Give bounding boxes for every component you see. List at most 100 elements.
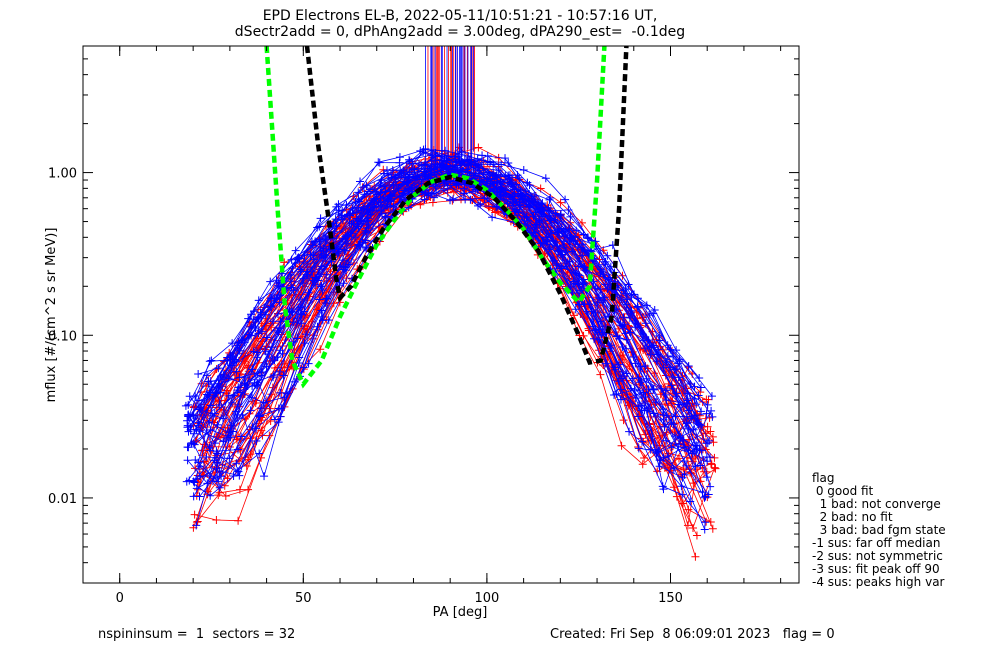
axes-layer: 0 50 100 150 0.01 0.10 1.00 bbox=[48, 45, 799, 606]
data-point-plus bbox=[710, 453, 719, 462]
data-point-plus bbox=[277, 366, 286, 375]
data-point-plus bbox=[672, 392, 681, 401]
data-point-plus bbox=[498, 184, 507, 193]
data-point-plus bbox=[379, 165, 388, 174]
data-point-plus bbox=[272, 276, 281, 285]
data-point-plus bbox=[204, 377, 213, 386]
legend-title: flag bbox=[812, 471, 835, 485]
data-point-plus bbox=[249, 347, 258, 356]
data-point-plus bbox=[570, 232, 579, 241]
data-point-plus bbox=[624, 280, 633, 289]
data-point-plus bbox=[257, 453, 265, 462]
footer-left: nspininsum = 1 sectors = 32 bbox=[98, 627, 296, 642]
data-point-plus bbox=[363, 187, 372, 196]
data-point-plus bbox=[689, 523, 698, 532]
data-point-plus bbox=[707, 460, 716, 469]
data-point-plus bbox=[211, 439, 220, 448]
data-point-plus bbox=[668, 372, 677, 381]
data-point-plus bbox=[396, 166, 405, 175]
data-point-plus bbox=[269, 317, 278, 326]
data-point-plus bbox=[315, 222, 324, 231]
data-point-plus bbox=[234, 400, 243, 409]
data-point-plus bbox=[476, 200, 485, 209]
data-point-plus bbox=[494, 166, 503, 175]
data-point-plus bbox=[244, 314, 253, 323]
data-point-plus bbox=[462, 156, 471, 165]
data-point-plus bbox=[707, 392, 716, 401]
x-tick-label: 0 bbox=[116, 591, 124, 606]
data-point-plus bbox=[234, 516, 243, 525]
data-point-plus bbox=[692, 400, 701, 409]
series-red bbox=[189, 46, 720, 561]
data-point-plus bbox=[232, 459, 241, 468]
data-point-plus bbox=[278, 349, 287, 358]
data-point-plus bbox=[531, 198, 540, 207]
data-point-plus bbox=[286, 271, 295, 280]
data-point-plus bbox=[260, 322, 269, 331]
data-point-plus bbox=[215, 384, 224, 393]
data-point-plus bbox=[556, 198, 565, 207]
data-point-plus bbox=[578, 251, 587, 260]
data-point-plus bbox=[575, 300, 584, 309]
data-point-plus bbox=[358, 238, 367, 247]
data-point-plus bbox=[190, 429, 199, 438]
data-point-plus bbox=[393, 173, 402, 182]
data-point-plus bbox=[250, 379, 259, 388]
data-point-plus bbox=[371, 187, 380, 196]
data-point-plus bbox=[452, 180, 461, 189]
data-point-plus bbox=[249, 315, 258, 324]
data-point-plus bbox=[706, 427, 715, 436]
data-point-plus bbox=[696, 383, 705, 392]
data-point-plus bbox=[248, 423, 257, 432]
data-point-plus bbox=[548, 229, 557, 238]
data-point-plus bbox=[366, 185, 375, 194]
data-point-plus bbox=[444, 168, 453, 177]
data-point-plus bbox=[189, 492, 198, 501]
data-point-plus bbox=[287, 255, 296, 264]
data-point-plus bbox=[701, 492, 710, 501]
data-point-plus bbox=[233, 467, 242, 476]
x-tick-label: 50 bbox=[295, 591, 312, 606]
data-point-plus bbox=[600, 260, 609, 269]
data-point-plus bbox=[678, 473, 687, 482]
data-point-plus bbox=[516, 186, 525, 195]
data-point-plus bbox=[213, 458, 222, 467]
data-point-plus bbox=[703, 457, 712, 466]
data-point-plus bbox=[215, 401, 224, 410]
data-point-plus bbox=[439, 160, 448, 169]
data-point-plus bbox=[322, 270, 331, 279]
data-point-plus bbox=[663, 352, 672, 361]
data-point-plus bbox=[454, 181, 463, 190]
data-point-plus bbox=[269, 373, 278, 382]
series-blue bbox=[181, 46, 717, 534]
fit-curve-black bbox=[304, 46, 629, 366]
data-point-plus bbox=[492, 170, 501, 179]
data-point-plus bbox=[291, 246, 300, 255]
data-point-plus bbox=[628, 374, 637, 383]
data-point-plus bbox=[711, 464, 720, 473]
data-point-plus bbox=[191, 456, 200, 465]
data-point-plus bbox=[306, 250, 315, 259]
data-point-plus bbox=[619, 313, 628, 322]
data-point-plus bbox=[672, 346, 681, 355]
data-point-plus bbox=[300, 251, 309, 260]
data-point-plus bbox=[181, 401, 190, 410]
data-point-plus bbox=[560, 237, 569, 246]
data-point-plus bbox=[638, 401, 647, 410]
data-point-plus bbox=[318, 316, 327, 325]
data-point-plus bbox=[682, 461, 691, 470]
y-tick-label: 1.00 bbox=[48, 167, 77, 182]
data-point-plus bbox=[706, 482, 715, 491]
data-point-plus bbox=[241, 373, 250, 382]
data-point-plus bbox=[386, 197, 395, 206]
data-point-plus bbox=[644, 437, 653, 446]
data-point-plus bbox=[316, 214, 325, 223]
data-point-plus bbox=[664, 452, 673, 461]
data-point-plus bbox=[691, 552, 700, 561]
data-point-plus bbox=[407, 185, 416, 194]
data-point-plus bbox=[354, 188, 363, 197]
legend-entry: -2 sus: not symmetric bbox=[812, 549, 943, 563]
data-point-plus bbox=[215, 467, 224, 476]
data-point-plus bbox=[682, 399, 691, 408]
data-point-plus bbox=[339, 279, 348, 288]
